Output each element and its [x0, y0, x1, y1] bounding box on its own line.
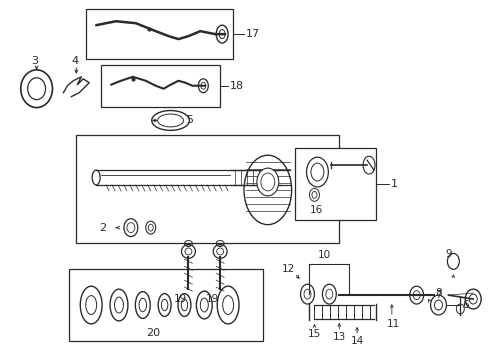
Text: 20: 20 [145, 328, 160, 338]
Text: 16: 16 [309, 205, 322, 215]
Text: 6: 6 [461, 300, 468, 310]
Text: 3: 3 [32, 56, 39, 66]
Text: 11: 11 [386, 319, 399, 329]
Text: 17: 17 [245, 29, 260, 39]
Text: 15: 15 [307, 329, 321, 339]
Text: 1: 1 [390, 179, 397, 189]
Text: 12: 12 [281, 264, 294, 274]
Bar [101, 65, 220, 107]
Ellipse shape [260, 173, 274, 191]
Text: 2: 2 [99, 222, 106, 233]
Text: 19: 19 [174, 294, 187, 304]
Text: 10: 10 [317, 251, 330, 260]
Bar [76, 135, 339, 243]
Text: 13: 13 [332, 332, 345, 342]
Bar [69, 269, 263, 341]
Text: 18: 18 [230, 81, 244, 91]
Text: 4: 4 [71, 56, 78, 66]
Bar [86, 9, 233, 59]
Text: 19: 19 [205, 294, 219, 304]
Ellipse shape [256, 168, 278, 196]
Text: 7: 7 [435, 290, 441, 300]
Text: 8: 8 [435, 288, 441, 298]
Text: 9: 9 [444, 249, 451, 260]
Text: 5: 5 [186, 116, 193, 126]
Bar [294, 148, 375, 220]
Ellipse shape [244, 155, 291, 225]
Text: 14: 14 [350, 336, 363, 346]
